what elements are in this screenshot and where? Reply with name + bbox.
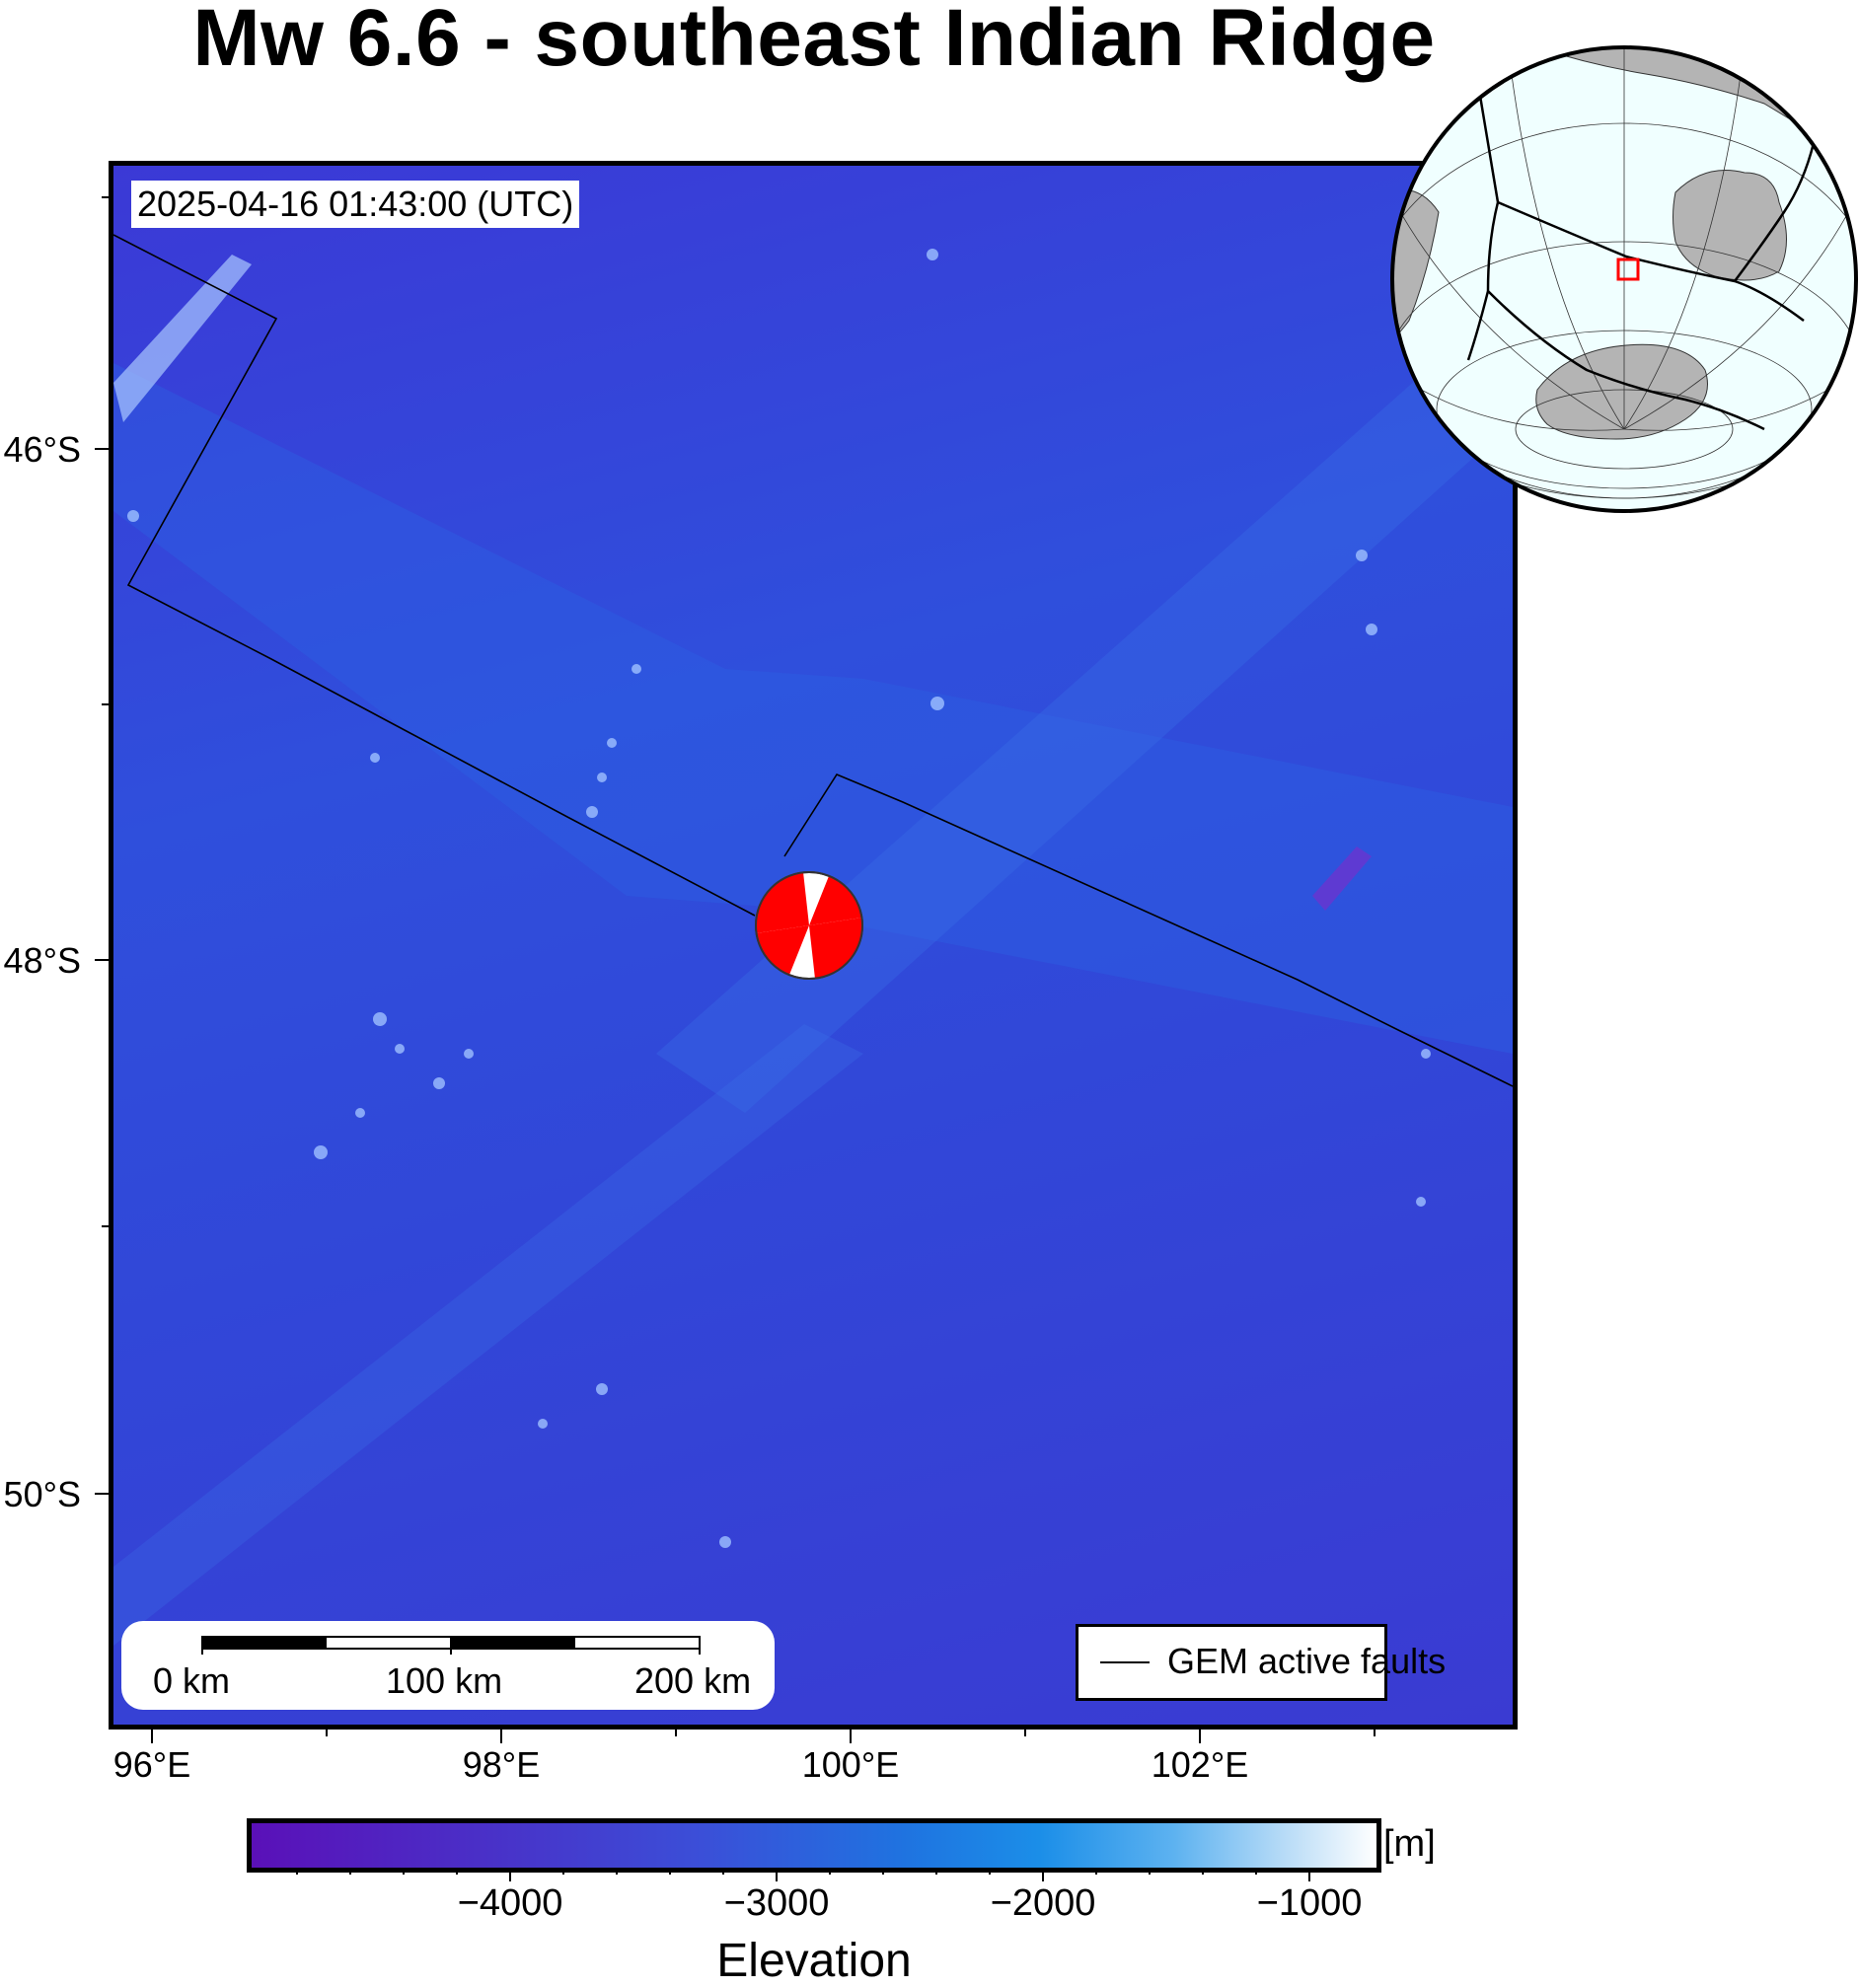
- inset-location-marker: [1616, 258, 1640, 281]
- x-tick-102e: 102°E: [1151, 1744, 1249, 1785]
- fault-legend-label: GEM active faults: [1167, 1641, 1447, 1681]
- event-timestamp: 2025-04-16 01:43:00 (UTC): [131, 181, 580, 228]
- fault-line: [783, 773, 1513, 1087]
- ridge-swath: [113, 363, 1513, 1054]
- trough: [1312, 847, 1372, 911]
- map-title: Mw 6.6 - southeast Indian Ridge: [192, 0, 1436, 83]
- x-tick-100e: 100°E: [801, 1744, 900, 1785]
- colorbar-unit: [m]: [1383, 1823, 1436, 1865]
- x-tick-96e: 96°E: [112, 1744, 191, 1785]
- fracture-zone: [656, 294, 1513, 1113]
- map-legend: GEM active faults: [1076, 1624, 1446, 1701]
- focal-mechanism-beachball[interactable]: [755, 871, 863, 980]
- colorbar-ticks: [296, 1868, 1310, 1881]
- colorbar-label-3000: −3000: [723, 1882, 830, 1924]
- fault-line: [113, 234, 756, 917]
- main-map[interactable]: 2025-04-16 01:43:00 (UTC) 0 km 100 km 20…: [109, 161, 1518, 1730]
- scale-label-100: 100 km: [386, 1660, 503, 1701]
- fracture-zone: [113, 1024, 863, 1646]
- scale-bar-graphic: [201, 1636, 701, 1655]
- colorbar-label-4000: −4000: [457, 1882, 563, 1924]
- seamounts: [127, 249, 1431, 1548]
- scale-bar: 0 km 100 km 200 km: [121, 1621, 775, 1710]
- y-tick-48s: 48°S: [3, 940, 81, 981]
- colorbar-label-2000: −2000: [990, 1882, 1096, 1924]
- x-tick-98e: 98°E: [462, 1744, 541, 1785]
- colorbar-label-1000: −1000: [1256, 1882, 1363, 1924]
- scale-label-200: 200 km: [634, 1660, 752, 1701]
- colorbar-title: Elevation: [716, 1935, 912, 1987]
- scale-label-0: 0 km: [153, 1660, 231, 1701]
- y-tick-46s: 46°S: [3, 429, 81, 470]
- elevation-colorbar: [247, 1818, 1381, 1873]
- fault-legend-line: [1100, 1661, 1150, 1663]
- inset-globe[interactable]: [1389, 44, 1859, 514]
- y-tick-50s: 50°S: [3, 1474, 81, 1514]
- ridge-highlight: [113, 255, 252, 422]
- bathymetry-layer: [113, 234, 1513, 1646]
